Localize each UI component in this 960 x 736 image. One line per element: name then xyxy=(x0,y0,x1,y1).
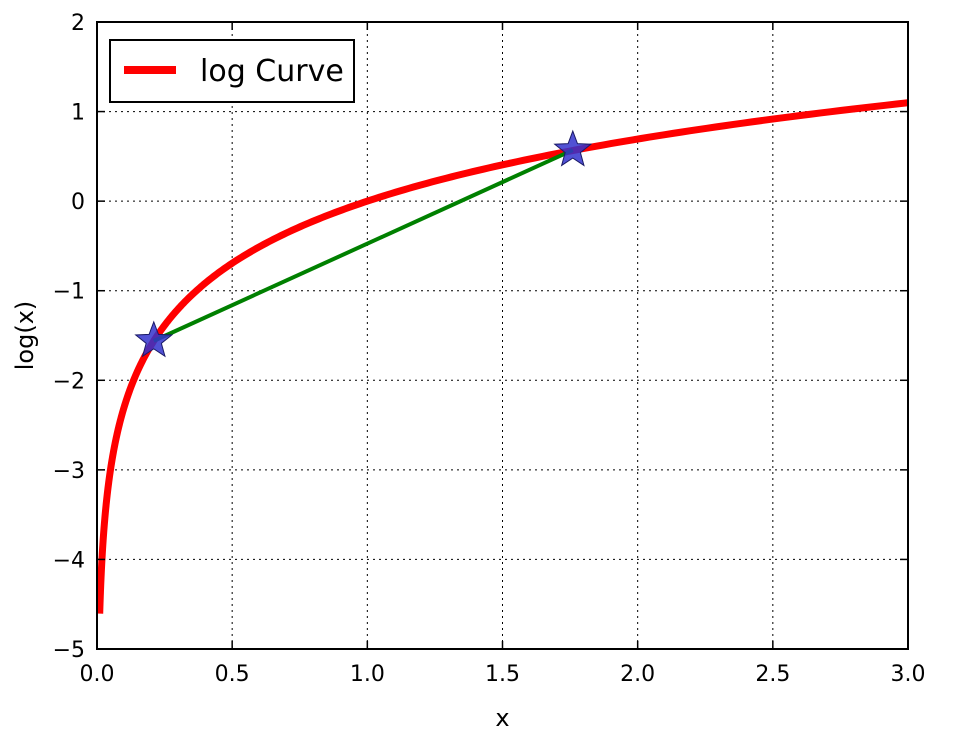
x-tick-label: 3.0 xyxy=(891,662,926,687)
x-tick-label: 0.0 xyxy=(80,662,115,687)
chord-line xyxy=(152,148,574,343)
plot-data xyxy=(97,99,908,616)
star-marker xyxy=(553,129,593,167)
y-tick-label: −5 xyxy=(53,638,85,663)
y-tick-label: −2 xyxy=(53,369,85,394)
x-tick-label: 2.0 xyxy=(620,662,655,687)
y-tick-label: −1 xyxy=(53,280,85,305)
y-tick-label: −3 xyxy=(53,459,85,484)
y-tick-label: 1 xyxy=(71,101,85,126)
x-axis-label: x xyxy=(495,704,509,732)
x-tick-label: 1.5 xyxy=(485,662,520,687)
y-tick-label: −4 xyxy=(53,548,85,573)
x-tick-label: 2.5 xyxy=(755,662,790,687)
log-curve-line xyxy=(97,99,908,616)
axis-ticks: 0.0 0.5 1.0 1.5 2.0 2.5 3.0 −5 −4 −3 −2 −1 0 1 2 xyxy=(53,11,926,687)
legend-label-log-curve: log Curve xyxy=(200,54,344,89)
x-tick-label: 1.0 xyxy=(350,662,385,687)
grid xyxy=(97,22,908,649)
x-tick-label: 0.5 xyxy=(215,662,250,687)
legend: log Curve xyxy=(109,39,355,103)
y-tick-label: 2 xyxy=(71,11,85,36)
y-tick-label: 0 xyxy=(71,190,85,215)
star-marker xyxy=(134,320,174,358)
y-axis-label: log(x) xyxy=(11,301,39,371)
